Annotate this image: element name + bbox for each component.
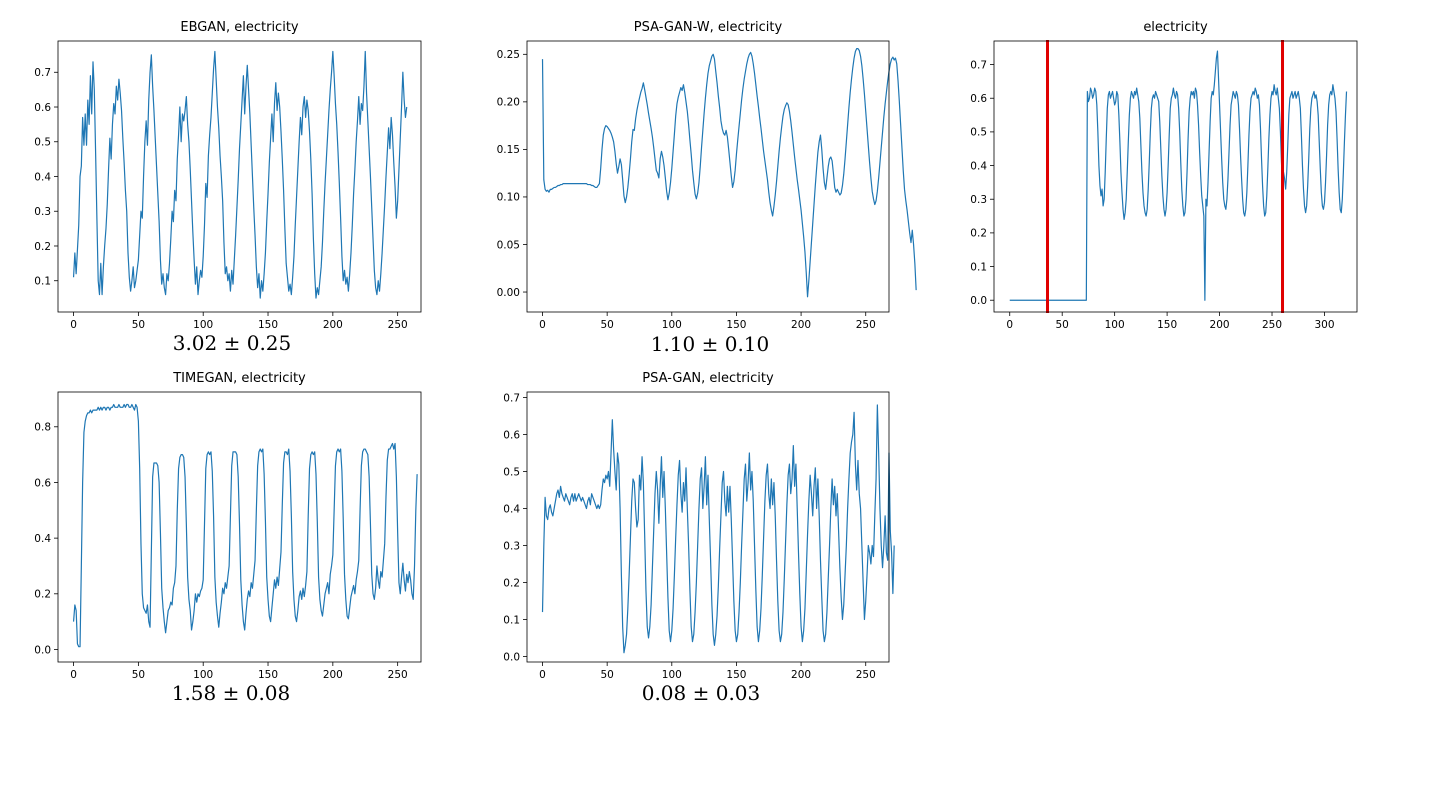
y-tick-label: 0.7 [503,392,520,404]
score-label: 1.10 ± 0.10 [651,332,770,356]
y-tick-label: 0.7 [34,67,51,79]
y-tick-label: 0.2 [503,577,520,589]
x-tick-label: 250 [856,669,876,681]
chart-title: electricity [1143,20,1208,35]
y-tick-label: 0.3 [970,194,987,206]
chart-panel-4: TIMEGAN, electricity 0 50 100 150 200 250 0.0 0.… [34,371,422,705]
y-tick-label: 0.05 [497,239,520,251]
y-tick-label: 0.2 [34,589,51,601]
x-tick-label: 50 [132,319,145,331]
x-tick-label: 150 [726,319,746,331]
x-tick-label: 150 [258,319,278,331]
score-label: 3.02 ± 0.25 [173,331,292,355]
y-tick-label: 0.10 [497,192,520,204]
y-tick-label: 0.4 [34,171,51,183]
x-tick-label: 50 [600,319,613,331]
x-tick-label: 200 [1210,319,1230,331]
y-tick-label: 0.00 [497,287,520,299]
plot-frame [57,391,422,663]
y-tick-label: 0.1 [970,261,987,273]
y-tick-label: 0.2 [34,241,51,253]
series-line [1009,50,1348,301]
x-tick-label: 200 [791,319,811,331]
y-tick-label: 0.4 [970,160,987,172]
series-line [72,50,408,299]
chart-title: PSA-GAN, electricity [642,371,774,386]
y-tick-label: 0.4 [34,533,51,545]
chart-panel-5: PSA-GAN, electricity 0 50 100 150 200 250 0.0 0.… [503,371,895,705]
y-tick-label: 0.6 [34,102,51,114]
y-tick-label: 0.0 [34,644,51,656]
y-tick-label: 0.1 [34,276,51,288]
x-tick-label: 0 [1006,319,1013,331]
y-tick-label: 0.6 [34,477,51,489]
x-tick-label: 250 [1262,319,1282,331]
x-tick-label: 200 [791,669,811,681]
y-tick-label: 0.8 [34,422,51,434]
series-line [541,404,895,654]
x-tick-label: 0 [539,319,546,331]
x-tick-label: 100 [662,669,682,681]
x-tick-label: 250 [856,319,876,331]
y-tick-label: 0.20 [497,97,520,109]
series-line [541,48,917,298]
x-tick-label: 200 [323,319,343,331]
x-tick-label: 150 [1157,319,1177,331]
y-tick-label: 0.5 [970,127,987,139]
y-tick-label: 0.0 [970,295,987,307]
x-tick-label: 150 [726,669,746,681]
chart-panel-2: PSA-GAN-W, electricity 0 50 100 150 200 250 0.0… [497,20,917,356]
x-tick-label: 100 [662,319,682,331]
y-tick-label: 0.4 [503,503,520,515]
x-tick-label: 0 [539,669,546,681]
x-tick-label: 100 [193,319,213,331]
x-tick-label: 100 [1105,319,1125,331]
x-tick-label: 200 [323,669,343,681]
x-tick-label: 300 [1314,319,1334,331]
y-tick-label: 0.0 [503,651,520,663]
y-tick-label: 0.5 [34,137,51,149]
x-tick-label: 50 [132,669,145,681]
chart-title: PSA-GAN-W, electricity [634,20,783,35]
x-tick-label: 250 [388,319,408,331]
y-tick-label: 0.15 [497,144,520,156]
chart-panel-1: EBGAN, electricity 0 50 100 150 200 250 0.1 0.2 0… [34,20,422,355]
plot-frame [526,391,890,663]
score-label: 1.58 ± 0.08 [172,681,291,705]
plot-frame [526,40,890,313]
y-tick-label: 0.2 [970,228,987,240]
y-tick-label: 0.1 [503,614,520,626]
y-tick-label: 0.25 [497,49,520,61]
x-tick-label: 0 [70,319,77,331]
y-tick-label: 0.6 [970,93,987,105]
x-tick-label: 50 [600,669,613,681]
y-tick-label: 0.6 [503,429,520,441]
chart-title: TIMEGAN, electricity [172,371,306,386]
y-tick-label: 0.3 [503,540,520,552]
chart-title: EBGAN, electricity [180,20,299,35]
x-tick-label: 0 [70,669,77,681]
x-tick-label: 250 [388,669,408,681]
series-line [72,403,418,648]
x-tick-label: 150 [258,669,278,681]
x-tick-label: 100 [193,669,213,681]
y-tick-label: 0.3 [34,206,51,218]
score-label: 0.08 ± 0.03 [642,681,761,705]
plot-frame [993,40,1358,313]
chart-panel-3: electricity 0 50 100 150 200 250 300 0.0 0.1 0.2 0.… [970,20,1358,331]
y-tick-label: 0.7 [970,59,987,71]
x-tick-label: 50 [1056,319,1069,331]
y-tick-label: 0.5 [503,466,520,478]
